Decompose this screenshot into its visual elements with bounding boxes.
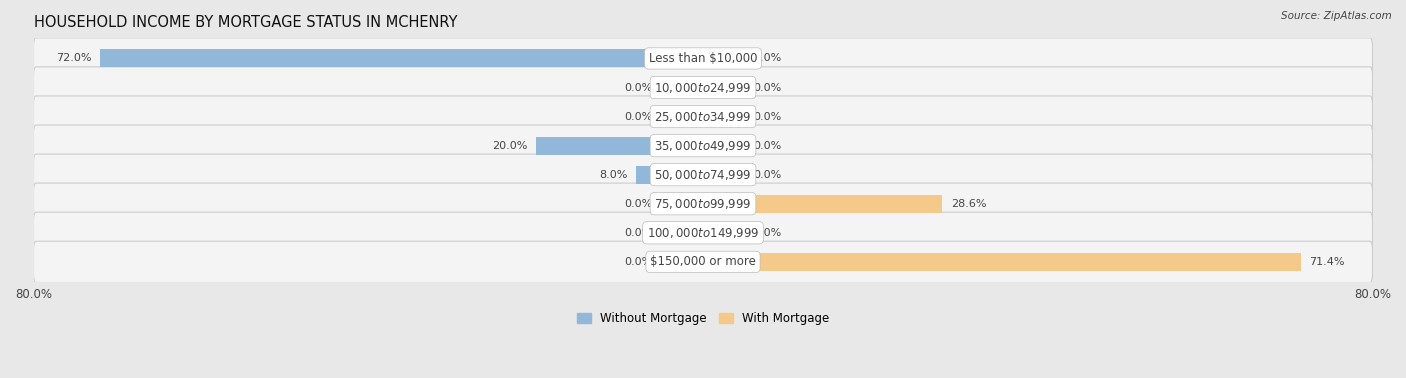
Bar [661, 195, 703, 213]
Text: 0.0%: 0.0% [624, 257, 652, 267]
Text: 0.0%: 0.0% [754, 53, 782, 64]
Text: 28.6%: 28.6% [950, 199, 986, 209]
Text: 72.0%: 72.0% [56, 53, 91, 64]
Text: 8.0%: 8.0% [599, 170, 627, 180]
Text: 0.0%: 0.0% [754, 141, 782, 150]
Bar [536, 136, 703, 155]
Bar [703, 79, 745, 96]
Bar [703, 136, 745, 155]
Text: $50,000 to $74,999: $50,000 to $74,999 [654, 168, 752, 182]
Bar [703, 50, 745, 67]
Text: $150,000 or more: $150,000 or more [650, 256, 756, 268]
Bar [661, 224, 703, 242]
FancyBboxPatch shape [34, 67, 1372, 108]
Text: 0.0%: 0.0% [624, 199, 652, 209]
Text: $35,000 to $49,999: $35,000 to $49,999 [654, 139, 752, 153]
FancyBboxPatch shape [34, 96, 1372, 137]
Text: 0.0%: 0.0% [754, 82, 782, 93]
FancyBboxPatch shape [34, 212, 1372, 253]
Bar [636, 166, 703, 184]
Text: Less than $10,000: Less than $10,000 [648, 52, 758, 65]
Text: 0.0%: 0.0% [624, 112, 652, 122]
Text: 71.4%: 71.4% [1309, 257, 1344, 267]
FancyBboxPatch shape [34, 125, 1372, 166]
Bar [661, 79, 703, 96]
Text: 0.0%: 0.0% [754, 170, 782, 180]
Bar [703, 253, 1301, 271]
FancyBboxPatch shape [34, 154, 1372, 195]
Text: $25,000 to $34,999: $25,000 to $34,999 [654, 110, 752, 124]
Text: 0.0%: 0.0% [624, 228, 652, 238]
Bar [703, 108, 745, 125]
Text: $75,000 to $99,999: $75,000 to $99,999 [654, 197, 752, 211]
Text: $100,000 to $149,999: $100,000 to $149,999 [647, 226, 759, 240]
Bar [661, 108, 703, 125]
Text: 0.0%: 0.0% [754, 112, 782, 122]
FancyBboxPatch shape [34, 241, 1372, 282]
Bar [661, 253, 703, 271]
Bar [703, 195, 942, 213]
Text: 0.0%: 0.0% [754, 228, 782, 238]
Bar [703, 166, 745, 184]
Text: 0.0%: 0.0% [624, 82, 652, 93]
Text: $10,000 to $24,999: $10,000 to $24,999 [654, 81, 752, 94]
Legend: Without Mortgage, With Mortgage: Without Mortgage, With Mortgage [572, 308, 834, 330]
Text: HOUSEHOLD INCOME BY MORTGAGE STATUS IN MCHENRY: HOUSEHOLD INCOME BY MORTGAGE STATUS IN M… [34, 15, 457, 30]
FancyBboxPatch shape [34, 183, 1372, 225]
Text: 20.0%: 20.0% [492, 141, 527, 150]
FancyBboxPatch shape [34, 38, 1372, 79]
Text: Source: ZipAtlas.com: Source: ZipAtlas.com [1281, 11, 1392, 21]
Bar [703, 224, 745, 242]
Bar [100, 50, 703, 67]
